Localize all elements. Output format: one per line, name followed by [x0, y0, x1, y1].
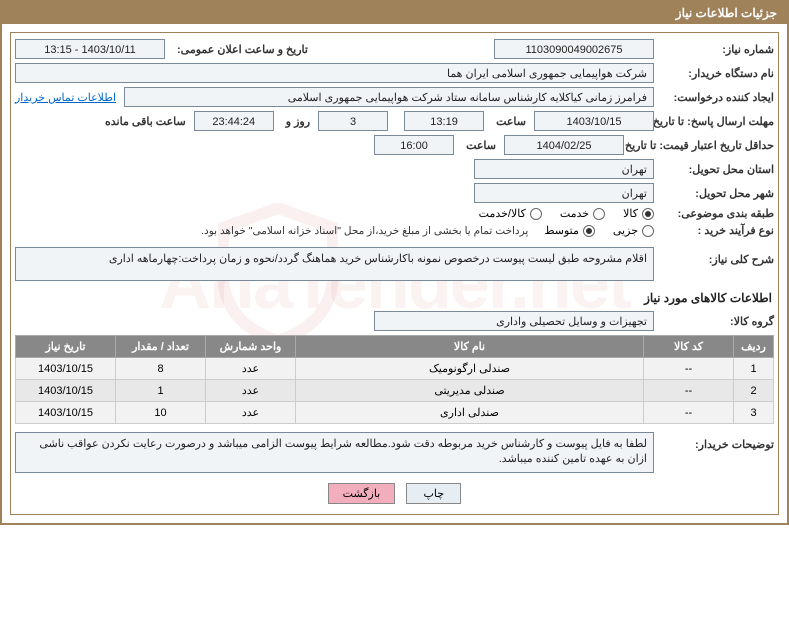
radio-icon[interactable]	[642, 225, 654, 237]
radio-label: خدمت	[560, 207, 589, 220]
province-label: استان محل تحویل:	[654, 163, 774, 176]
table-cell: 10	[116, 402, 206, 424]
table-cell: --	[644, 380, 734, 402]
title-bar: جزئیات اطلاعات نیاز	[2, 2, 787, 24]
table-row: 2--صندلی مدیریتیعدد11403/10/15	[16, 380, 774, 402]
need-no-value: 1103090049002675	[494, 39, 654, 59]
table-header: واحد شمارش	[206, 336, 296, 358]
resp-date-value: 1403/10/15	[534, 111, 654, 131]
table-cell: 1403/10/15	[16, 380, 116, 402]
purchase-type-label: نوع فرآیند خرید :	[654, 224, 774, 237]
days-left-value: 3	[318, 111, 388, 131]
table-cell: 1	[734, 358, 774, 380]
items-table: ردیفکد کالانام کالاواحد شمارشتعداد / مقد…	[15, 335, 774, 424]
table-row: 1--صندلی ارگونومیکعدد81403/10/15	[16, 358, 774, 380]
table-cell: عدد	[206, 402, 296, 424]
buyer-notes-value: لطفا به فایل پیوست و کارشناس خرید مربوطه…	[15, 432, 654, 473]
table-cell: صندلی اداری	[296, 402, 644, 424]
radio-icon[interactable]	[593, 208, 605, 220]
table-header: کد کالا	[644, 336, 734, 358]
table-cell: 2	[734, 380, 774, 402]
city-value: تهران	[474, 183, 654, 203]
subject-option[interactable]: خدمت	[560, 207, 605, 220]
table-cell: 1403/10/15	[16, 402, 116, 424]
province-value: تهران	[474, 159, 654, 179]
valid-time-value: 16:00	[374, 135, 454, 155]
radio-label: جزیی	[613, 224, 638, 237]
radio-label: کالا	[623, 207, 638, 220]
table-header: نام کالا	[296, 336, 644, 358]
purchase-option[interactable]: جزیی	[613, 224, 654, 237]
min-validity-label: حداقل تاریخ اعتبار قیمت: تا تاریخ:	[624, 139, 774, 152]
radio-label: کالا/خدمت	[479, 207, 526, 220]
subject-class-label: طبقه بندی موضوعی:	[654, 207, 774, 220]
days-and-label: روز و	[282, 115, 310, 128]
back-button[interactable]: بازگشت	[328, 483, 396, 504]
purchase-radio-group: جزیی متوسط	[544, 224, 654, 237]
table-cell: صندلی مدیریتی	[296, 380, 644, 402]
remaining-label: ساعت باقی مانده	[101, 115, 186, 128]
table-cell: صندلی ارگونومیک	[296, 358, 644, 380]
resp-time-value: 13:19	[404, 111, 484, 131]
subject-radio-group: کالا خدمت کالا/خدمت	[479, 207, 654, 220]
table-header: تاریخ نیاز	[16, 336, 116, 358]
table-cell: --	[644, 402, 734, 424]
goods-group-value: تجهیزات و وسایل تحصیلی واداری	[374, 311, 654, 331]
resp-deadline-label: مهلت ارسال پاسخ: تا تاریخ:	[654, 115, 774, 128]
requester-label: ایجاد کننده درخواست:	[654, 91, 774, 104]
subject-option[interactable]: کالا	[623, 207, 654, 220]
payment-note: پرداخت تمام یا بخشی از مبلغ خرید،از محل …	[201, 225, 528, 237]
need-no-label: شماره نیاز:	[654, 43, 774, 56]
hour2-label: ساعت	[462, 139, 496, 152]
hour1-label: ساعت	[492, 115, 526, 128]
general-desc-label: شرح کلی نیاز:	[654, 247, 774, 266]
announce-dt-label: تاریخ و ساعت اعلان عمومی:	[173, 43, 308, 56]
table-cell: عدد	[206, 380, 296, 402]
buyer-org-label: نام دستگاه خریدار:	[654, 67, 774, 80]
subject-option[interactable]: کالا/خدمت	[479, 207, 542, 220]
print-button[interactable]: چاپ	[406, 483, 461, 504]
table-cell: 8	[116, 358, 206, 380]
table-cell: --	[644, 358, 734, 380]
requester-value: فرامرز زمانی کیاکلایه کارشناس سامانه ستا…	[124, 87, 654, 107]
radio-icon[interactable]	[583, 225, 595, 237]
table-header: تعداد / مقدار	[116, 336, 206, 358]
table-cell: عدد	[206, 358, 296, 380]
table-cell: 3	[734, 402, 774, 424]
purchase-option[interactable]: متوسط	[544, 224, 595, 237]
buyer-notes-label: توضیحات خریدار:	[654, 432, 774, 451]
table-cell: 1403/10/15	[16, 358, 116, 380]
city-label: شهر محل تحویل:	[654, 187, 774, 200]
table-header: ردیف	[734, 336, 774, 358]
buyer-contact-link[interactable]: اطلاعات تماس خریدار	[15, 91, 116, 104]
items-info-title: اطلاعات کالاهای مورد نیاز	[17, 291, 772, 305]
radio-icon[interactable]	[530, 208, 542, 220]
radio-icon[interactable]	[642, 208, 654, 220]
table-row: 3--صندلی اداریعدد101403/10/15	[16, 402, 774, 424]
general-desc-value: اقلام مشروحه طبق لیست پیوست درخصوص نمونه…	[15, 247, 654, 281]
table-cell: 1	[116, 380, 206, 402]
buyer-org-value: شرکت هواپیمایی جمهوری اسلامی ایران هما	[15, 63, 654, 83]
time-left-value: 23:44:24	[194, 111, 274, 131]
announce-dt-value: 1403/10/11 - 13:15	[15, 39, 165, 59]
radio-label: متوسط	[544, 224, 579, 237]
valid-date-value: 1404/02/25	[504, 135, 624, 155]
goods-group-label: گروه کالا:	[654, 315, 774, 328]
